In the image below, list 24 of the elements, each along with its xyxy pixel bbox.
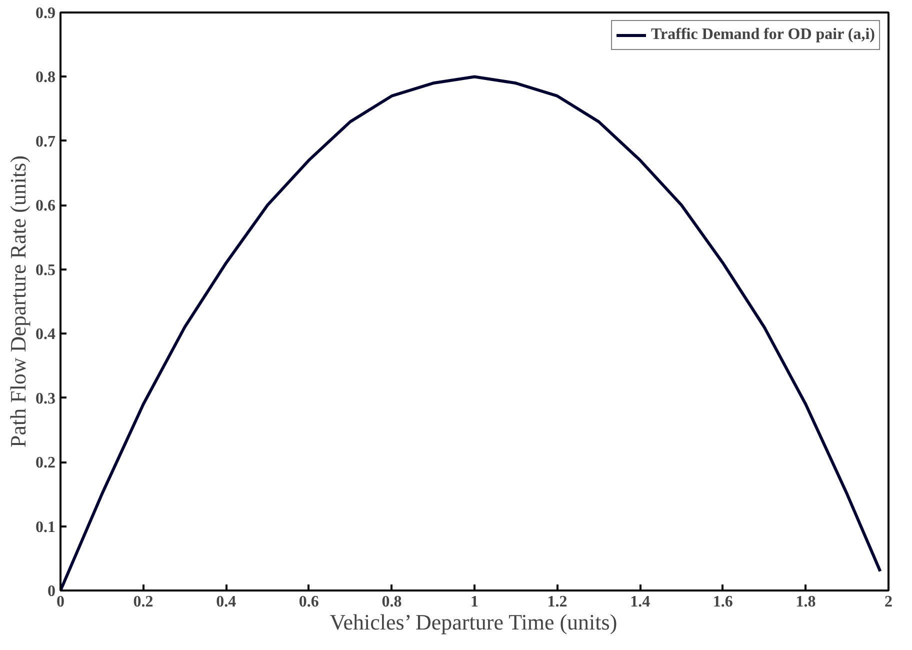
x-tick-label: 0.4 xyxy=(216,594,236,610)
x-tick-label: 0.8 xyxy=(382,594,402,610)
x-tick-label: 0.6 xyxy=(298,594,319,610)
x-tick-label: 1.2 xyxy=(547,594,568,610)
y-tick-label: 0.3 xyxy=(36,390,56,408)
x-tick-label: 1.8 xyxy=(796,594,816,610)
x-tick-label: 2 xyxy=(884,594,892,610)
y-axis-title: Path Flow Departure Rate (units) xyxy=(6,155,30,448)
line-series xyxy=(60,75,882,590)
y-tick-label: 0.1 xyxy=(36,518,56,536)
y-tick-label: 0.4 xyxy=(36,326,56,344)
x-tick-label: 1 xyxy=(470,594,478,610)
y-tick-label: 0 xyxy=(48,583,56,600)
y-tick-label: 0.8 xyxy=(36,69,56,86)
legend-label: Traffic Demand for OD pair (a,i) xyxy=(651,26,875,44)
x-axis-title: Vehicles’ Departure Time (units) xyxy=(330,610,618,634)
y-tick-label: 0.7 xyxy=(36,133,56,150)
x-tick-label: 1.4 xyxy=(630,594,650,610)
y-tick-label: 0.6 xyxy=(36,198,56,215)
x-tick-label: 1.6 xyxy=(712,594,733,610)
y-tick-label: 0.9 xyxy=(36,5,56,22)
y-tick-label: 0.5 xyxy=(36,262,56,279)
x-tick-label: 0.2 xyxy=(133,594,154,610)
y-tick-label: 0.2 xyxy=(36,454,56,472)
